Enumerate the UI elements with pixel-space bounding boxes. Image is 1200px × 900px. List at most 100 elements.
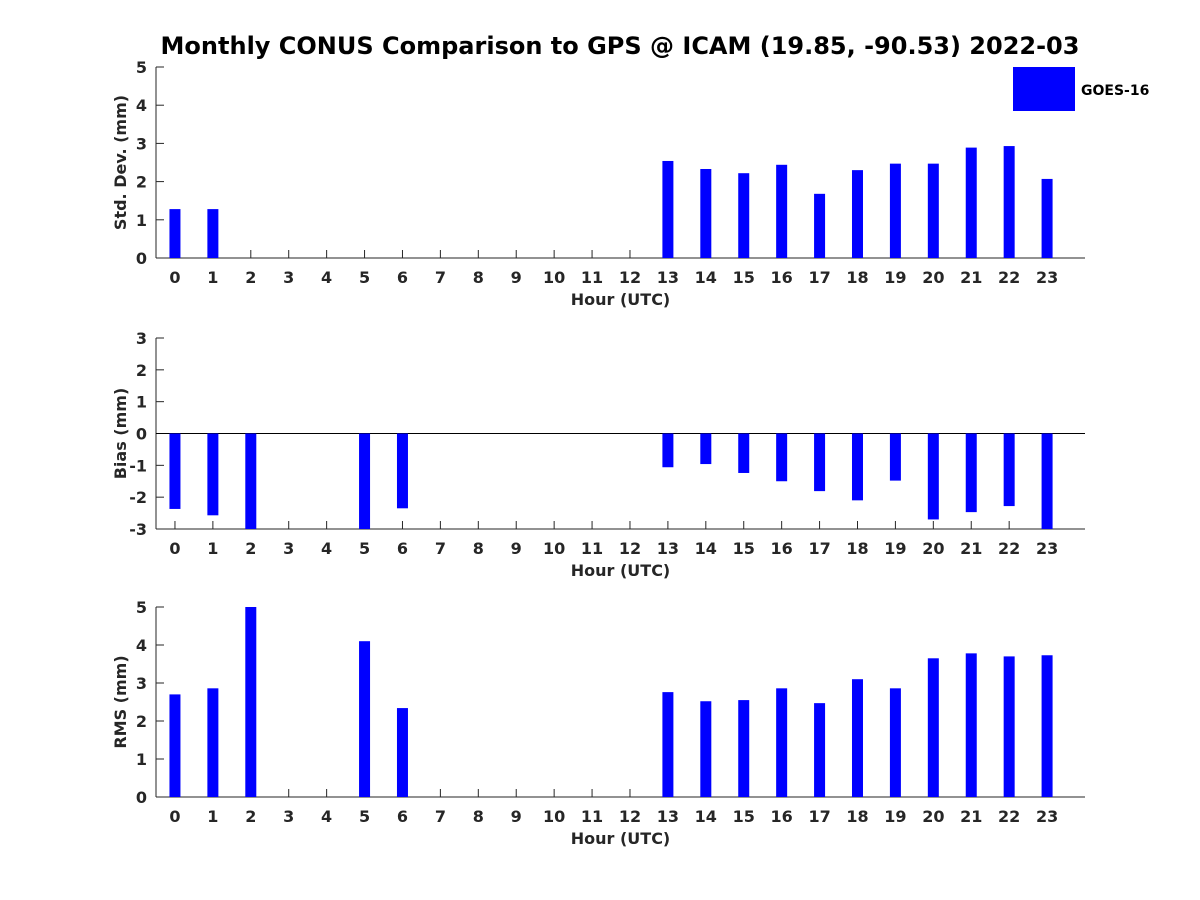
y-tick-label: 0 — [136, 425, 147, 444]
x-tick-label: 13 — [657, 268, 679, 287]
x-tick-label: 5 — [359, 539, 370, 558]
x-tick-label: 21 — [960, 539, 982, 558]
bar-hour-15 — [738, 173, 750, 258]
bar-hour-6 — [396, 433, 408, 509]
x-tick-label: 10 — [543, 807, 565, 826]
x-tick-label: 16 — [771, 268, 793, 287]
bar-hour-13 — [662, 433, 674, 468]
y-tick-label: 5 — [136, 58, 147, 77]
x-tick-label: 18 — [846, 807, 868, 826]
bar-hour-2 — [245, 607, 257, 797]
x-tick-label: 3 — [283, 268, 294, 287]
bar-hour-15 — [738, 700, 750, 797]
x-tick-label: 10 — [543, 539, 565, 558]
x-tick-label: 4 — [321, 539, 332, 558]
x-tick-label: 19 — [884, 539, 906, 558]
bar-hour-19 — [889, 163, 901, 258]
x-tick-label: 19 — [884, 807, 906, 826]
y-tick-label: -1 — [129, 456, 147, 475]
x-tick-label: 16 — [771, 539, 793, 558]
x-tick-label: 14 — [695, 268, 717, 287]
y-tick-label: 2 — [136, 173, 147, 192]
bar-hour-14 — [700, 701, 712, 797]
x-tick-label: 13 — [657, 807, 679, 826]
y-tick-label: 0 — [136, 249, 147, 268]
bar-hour-1 — [207, 688, 219, 797]
y-tick-label: 4 — [136, 96, 147, 115]
x-tick-label: 12 — [619, 807, 641, 826]
y-tick-label: 2 — [136, 361, 147, 380]
y-axis-label: RMS (mm) — [111, 655, 130, 748]
y-tick-label: 1 — [136, 393, 147, 412]
x-tick-label: 5 — [359, 268, 370, 287]
bar-hour-5 — [359, 433, 371, 529]
x-tick-label: 8 — [473, 539, 484, 558]
bar-hour-0 — [169, 433, 181, 509]
x-axis-label: Hour (UTC) — [571, 561, 671, 580]
bar-hour-5 — [359, 641, 371, 797]
bar-hour-20 — [927, 163, 939, 258]
x-tick-label: 3 — [283, 539, 294, 558]
x-tick-label: 15 — [733, 268, 755, 287]
x-tick-label: 9 — [511, 539, 522, 558]
x-tick-label: 4 — [321, 807, 332, 826]
legend-swatch-goes-16 — [1013, 67, 1075, 111]
x-tick-label: 2 — [245, 539, 256, 558]
x-tick-label: 21 — [960, 268, 982, 287]
bar-hour-22 — [1003, 656, 1015, 797]
x-tick-label: 8 — [473, 807, 484, 826]
bar-hour-18 — [851, 679, 863, 797]
x-tick-label: 7 — [435, 539, 446, 558]
x-tick-label: 21 — [960, 807, 982, 826]
bar-hour-17 — [814, 433, 826, 492]
y-tick-label: 3 — [136, 134, 147, 153]
x-tick-label: 2 — [245, 807, 256, 826]
x-tick-label: 20 — [922, 268, 944, 287]
bar-hour-18 — [851, 433, 863, 501]
x-tick-label: 13 — [657, 539, 679, 558]
y-tick-label: 3 — [136, 674, 147, 693]
bar-hour-21 — [965, 653, 977, 797]
bar-hour-17 — [814, 193, 826, 258]
y-tick-label: 4 — [136, 636, 147, 655]
bar-hour-21 — [965, 147, 977, 258]
x-tick-label: 15 — [733, 539, 755, 558]
bar-hour-1 — [207, 433, 219, 516]
y-axis-label: Std. Dev. (mm) — [111, 95, 130, 230]
bar-hour-21 — [965, 433, 977, 513]
bar-hour-20 — [927, 658, 939, 797]
x-tick-label: 9 — [511, 807, 522, 826]
x-tick-label: 11 — [581, 268, 603, 287]
legend-label-goes-16: GOES-16 — [1081, 83, 1149, 99]
x-tick-label: 14 — [695, 539, 717, 558]
x-tick-label: 6 — [397, 539, 408, 558]
x-axis-label: Hour (UTC) — [571, 829, 671, 848]
x-tick-label: 22 — [998, 539, 1020, 558]
x-tick-label: 23 — [1036, 268, 1058, 287]
x-tick-label: 20 — [922, 807, 944, 826]
bar-hour-19 — [889, 688, 901, 797]
x-tick-label: 14 — [695, 807, 717, 826]
x-tick-label: 0 — [169, 268, 180, 287]
y-tick-label: 0 — [136, 788, 147, 807]
x-tick-label: 22 — [998, 268, 1020, 287]
x-tick-label: 1 — [207, 539, 218, 558]
bar-hour-2 — [245, 433, 257, 529]
y-tick-label: 1 — [136, 211, 147, 230]
x-axis-label: Hour (UTC) — [571, 290, 671, 309]
bar-hour-16 — [776, 688, 788, 797]
x-tick-label: 16 — [771, 807, 793, 826]
x-tick-label: 11 — [581, 807, 603, 826]
x-tick-label: 18 — [846, 268, 868, 287]
bar-hour-23 — [1041, 178, 1053, 258]
y-tick-label: 3 — [136, 329, 147, 348]
x-tick-label: 20 — [922, 539, 944, 558]
bar-hour-23 — [1041, 655, 1053, 797]
x-tick-label: 1 — [207, 268, 218, 287]
bar-hour-23 — [1041, 433, 1053, 529]
bar-hour-17 — [814, 703, 826, 797]
x-tick-label: 18 — [846, 539, 868, 558]
y-tick-label: 2 — [136, 712, 147, 731]
bar-hour-6 — [396, 708, 408, 797]
